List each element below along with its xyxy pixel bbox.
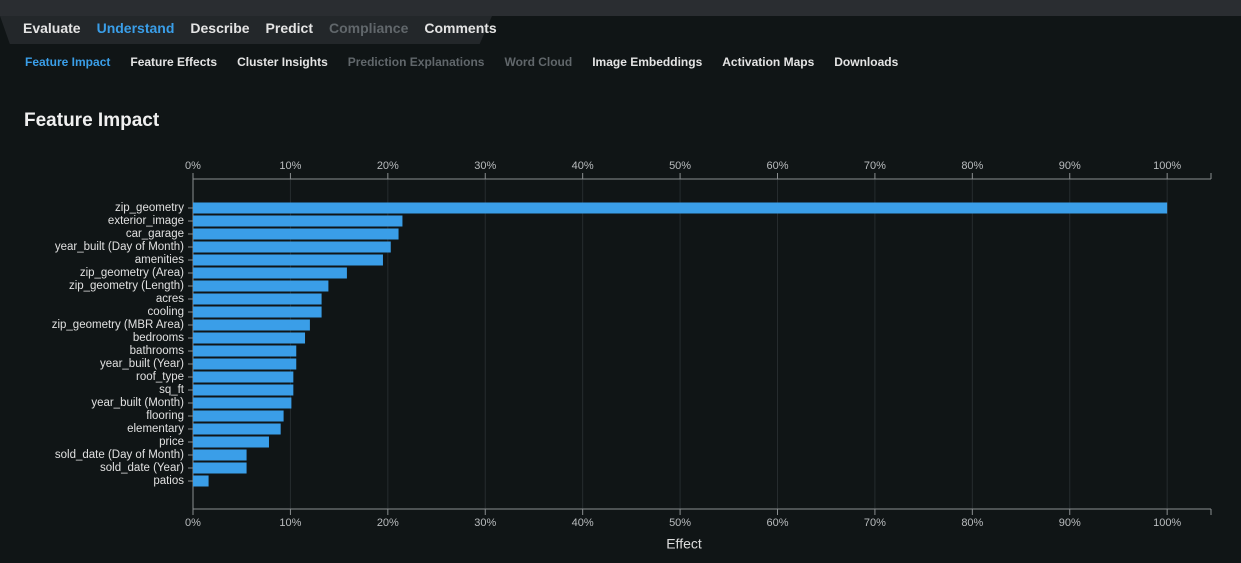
- x-tick-label: 40%: [572, 160, 594, 172]
- tabs: Evaluate Understand Describe Predict Complia…: [23, 20, 497, 36]
- y-tick-label: zip_geometry (MBR Area): [52, 319, 184, 331]
- y-tick-label: cooling: [148, 306, 184, 318]
- bar: [193, 215, 403, 227]
- tab[interactable]: Comments: [424, 20, 497, 36]
- x-tick-label: 70%: [864, 160, 886, 172]
- subtab[interactable]: Prediction Explanations: [347, 55, 485, 69]
- y-tick-label: sold_date (Year): [100, 462, 184, 474]
- x-tick-label: 30%: [474, 160, 496, 172]
- tab[interactable]: Understand: [96, 20, 175, 36]
- subtab[interactable]: Activation Maps: [722, 55, 815, 69]
- y-tick-label: roof_type: [136, 371, 184, 383]
- y-tick-label: patios: [153, 475, 184, 487]
- y-tick-label: year_built (Month): [91, 397, 184, 409]
- bar: [193, 228, 399, 240]
- x-tick-label: 80%: [961, 160, 983, 172]
- y-tick-label: zip_geometry: [115, 202, 184, 214]
- x-tick-label: 30%: [474, 517, 496, 529]
- x-tick-label: 90%: [1059, 160, 1081, 172]
- bar: [193, 306, 322, 318]
- bar: [193, 202, 1168, 214]
- y-tick-label: exterior_image: [108, 215, 184, 227]
- bar: [193, 280, 329, 292]
- x-tick-label: 70%: [864, 517, 886, 529]
- y-tick-label: sq_ft: [159, 384, 185, 396]
- y-tick-label: elementary: [127, 423, 184, 435]
- x-tick-label: 60%: [766, 160, 788, 172]
- bar: [193, 319, 310, 331]
- subtab[interactable]: Feature Effects: [130, 55, 218, 69]
- bar: [193, 397, 292, 409]
- x-tick-label: 60%: [766, 517, 788, 529]
- bar: [193, 410, 284, 422]
- tab[interactable]: Predict: [265, 20, 314, 36]
- y-tick-label: zip_geometry (Length): [69, 280, 184, 292]
- x-axis-label: Effect: [666, 536, 702, 552]
- bar: [193, 241, 391, 253]
- x-tick-label: 20%: [377, 517, 399, 529]
- chart-title: Feature Impact: [24, 110, 160, 131]
- bar: [193, 449, 247, 461]
- y-tick-label: amenities: [135, 254, 184, 266]
- subtab[interactable]: Downloads: [834, 55, 899, 69]
- x-tick-label: 80%: [961, 517, 983, 529]
- bar: [193, 345, 297, 357]
- subtab[interactable]: Feature Impact: [25, 55, 111, 69]
- y-tick-label: flooring: [146, 410, 184, 422]
- x-tick-label: 50%: [669, 517, 691, 529]
- x-tick-label: 100%: [1153, 160, 1181, 172]
- bar: [193, 254, 383, 266]
- subtab[interactable]: Image Embeddings: [592, 55, 703, 69]
- tab-strip: [0, 16, 492, 44]
- bar: [193, 371, 294, 383]
- bar: [193, 332, 306, 344]
- y-tick-label: acres: [156, 293, 184, 305]
- bar: [193, 293, 322, 305]
- subtabs: Feature Impact Feature Effects Cluster Ins…: [25, 55, 898, 69]
- x-tick-label: 10%: [279, 160, 301, 172]
- bar: [193, 475, 209, 487]
- x-tick-label: 40%: [572, 517, 594, 529]
- x-tick-label: 90%: [1059, 517, 1081, 529]
- bar: [193, 267, 347, 279]
- bar: [193, 423, 281, 435]
- y-tick-label: bedrooms: [133, 332, 184, 344]
- y-tick-label: year_built (Year): [100, 358, 184, 370]
- top-bar: [0, 0, 1241, 16]
- x-tick-label: 0%: [185, 517, 201, 529]
- tab[interactable]: Describe: [190, 20, 250, 36]
- x-tick-label: 0%: [185, 160, 201, 172]
- subtab[interactable]: Word Cloud: [504, 55, 573, 69]
- y-tick-label: zip_geometry (Area): [80, 267, 184, 279]
- tab[interactable]: Compliance: [329, 20, 409, 36]
- tab[interactable]: Evaluate: [23, 20, 81, 36]
- bar: [193, 384, 294, 396]
- y-tick-label: sold_date (Day of Month): [55, 449, 184, 461]
- x-tick-label: 50%: [669, 160, 691, 172]
- y-tick-label: bathrooms: [130, 345, 185, 357]
- x-tick-label: 100%: [1153, 517, 1181, 529]
- bar: [193, 436, 269, 448]
- x-tick-label: 10%: [279, 517, 301, 529]
- y-tick-label: car_garage: [126, 228, 184, 240]
- y-tick-label: price: [159, 436, 184, 448]
- x-tick-label: 20%: [377, 160, 399, 172]
- bar: [193, 358, 297, 370]
- subtab[interactable]: Cluster Insights: [237, 55, 328, 69]
- bar: [193, 462, 247, 474]
- y-tick-label: year_built (Day of Month): [55, 241, 184, 253]
